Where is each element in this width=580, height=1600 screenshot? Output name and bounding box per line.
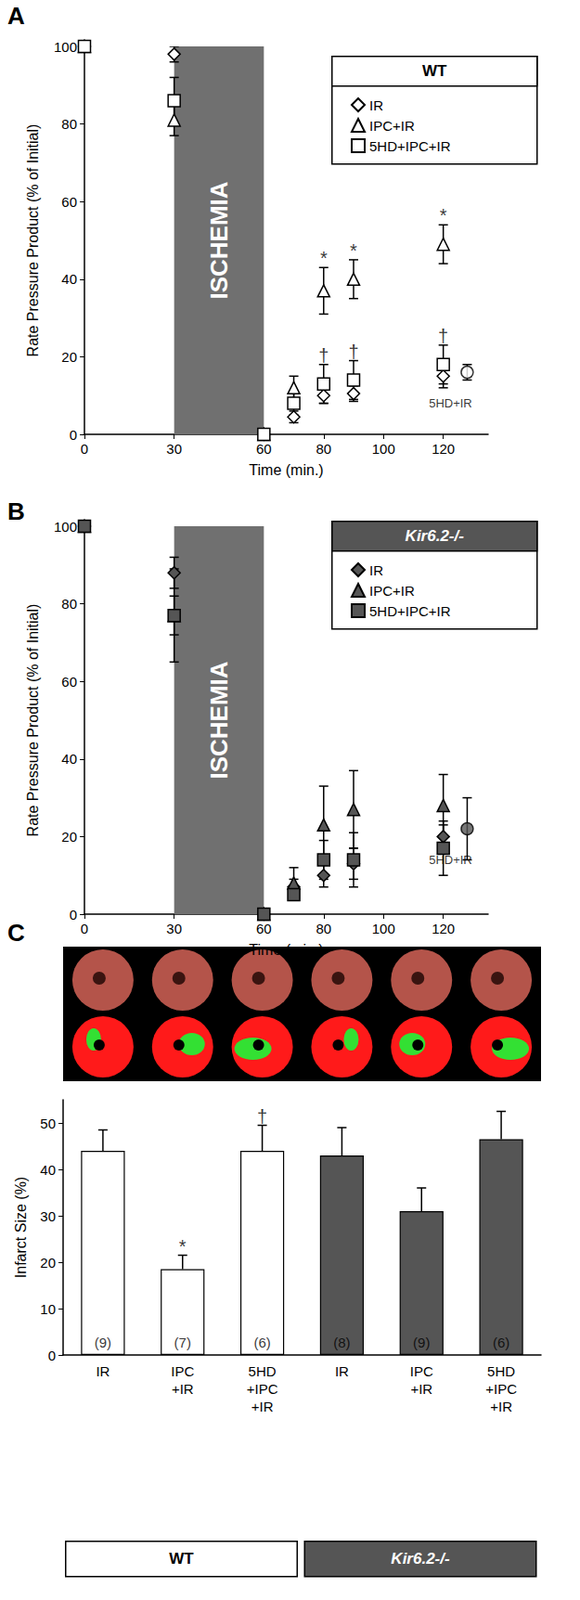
svg-text:60: 60	[256, 440, 272, 457]
svg-text:+IPC: +IPC	[246, 1380, 279, 1397]
svg-text:†: †	[257, 1106, 268, 1127]
html-text:B: B	[7, 497, 25, 526]
svg-text:*: *	[349, 240, 358, 261]
svg-text:50: 50	[39, 1115, 56, 1132]
svg-text:Rate Pressure Product (% of In: Rate Pressure Product (% of Initial)	[25, 124, 41, 358]
svg-text:†: †	[318, 345, 329, 366]
svg-text:120: 120	[431, 440, 455, 457]
svg-text:0: 0	[69, 426, 78, 443]
svg-text:Kir6.2-/-: Kir6.2-/-	[390, 1549, 451, 1568]
svg-text:10: 10	[39, 1301, 56, 1317]
svg-text:30: 30	[166, 440, 182, 457]
svg-text:5HD: 5HD	[248, 1363, 277, 1380]
svg-text:5HD+IPC+IR: 5HD+IPC+IR	[369, 603, 452, 619]
svg-text:100: 100	[53, 518, 78, 535]
svg-text:*: *	[320, 247, 328, 269]
svg-text:IR: IR	[369, 562, 384, 579]
svg-text:Infarct Size (%): Infarct Size (%)	[12, 1176, 29, 1278]
svg-text:*: *	[439, 205, 448, 226]
svg-text:80: 80	[61, 116, 78, 132]
svg-text:60: 60	[256, 920, 272, 937]
svg-text:100: 100	[372, 440, 396, 457]
svg-text:60: 60	[61, 193, 78, 210]
svg-text:IPC: IPC	[410, 1363, 434, 1380]
svg-text:20: 20	[61, 828, 78, 845]
svg-text:(9): (9)	[412, 1334, 430, 1351]
svg-text:80: 80	[315, 920, 332, 937]
svg-text:IPC+IR: IPC+IR	[369, 582, 415, 599]
svg-text:60: 60	[61, 673, 78, 690]
svg-text:40: 40	[61, 750, 78, 767]
svg-text:(7): (7)	[174, 1334, 192, 1351]
svg-text:†: †	[438, 325, 449, 347]
svg-text:40: 40	[61, 270, 78, 287]
svg-text:*: *	[179, 1236, 187, 1257]
svg-text:IR: IR	[369, 97, 384, 114]
svg-text:0: 0	[80, 440, 89, 457]
svg-text:IPC: IPC	[170, 1363, 194, 1380]
svg-text:(8): (8)	[333, 1334, 350, 1351]
svg-text:WT: WT	[422, 62, 448, 80]
svg-text:5HD+IR: 5HD+IR	[428, 396, 473, 411]
svg-text:+IR: +IR	[171, 1380, 194, 1397]
svg-text:Time (min.): Time (min.)	[248, 462, 323, 478]
svg-text:120: 120	[431, 920, 455, 937]
svg-text:IR: IR	[335, 1363, 349, 1380]
svg-text:0: 0	[69, 906, 78, 923]
svg-text:IPC+IR: IPC+IR	[369, 117, 415, 134]
svg-text:100: 100	[372, 920, 396, 937]
svg-text:†: †	[348, 341, 359, 362]
svg-text:+IR: +IR	[251, 1398, 274, 1415]
svg-text:Time (min.): Time (min.)	[248, 941, 323, 958]
svg-text:20: 20	[39, 1254, 56, 1271]
svg-text:80: 80	[315, 440, 332, 457]
svg-text:ISCHEMIA: ISCHEMIA	[205, 660, 233, 779]
svg-text:(6): (6)	[492, 1334, 510, 1351]
svg-text:ISCHEMIA: ISCHEMIA	[205, 180, 233, 299]
svg-text:+IR: +IR	[410, 1380, 433, 1397]
svg-text:100: 100	[53, 38, 78, 55]
svg-text:Rate Pressure Product (% of In: Rate Pressure Product (% of Initial)	[25, 604, 41, 838]
html-text:C: C	[7, 918, 25, 947]
svg-text:Kir6.2-/-: Kir6.2-/-	[405, 527, 465, 545]
svg-text:+IPC: +IPC	[485, 1380, 517, 1397]
html-text:A: A	[7, 1, 25, 30]
svg-text:80: 80	[61, 595, 78, 612]
svg-text:30: 30	[166, 920, 182, 937]
svg-text:0: 0	[80, 920, 89, 937]
svg-text:5HD: 5HD	[487, 1363, 516, 1380]
svg-text:30: 30	[39, 1208, 56, 1225]
svg-text:20: 20	[61, 348, 78, 365]
svg-text:IR: IR	[95, 1363, 110, 1380]
svg-text:40: 40	[39, 1161, 56, 1178]
svg-text:+IR: +IR	[489, 1398, 513, 1415]
svg-text:5HD+IR: 5HD+IR	[428, 852, 473, 867]
svg-text:0: 0	[48, 1347, 56, 1364]
svg-text:(9): (9)	[94, 1334, 112, 1351]
svg-text:WT: WT	[168, 1549, 194, 1568]
svg-text:5HD+IPC+IR: 5HD+IPC+IR	[369, 138, 452, 155]
svg-text:(6): (6)	[253, 1334, 271, 1351]
